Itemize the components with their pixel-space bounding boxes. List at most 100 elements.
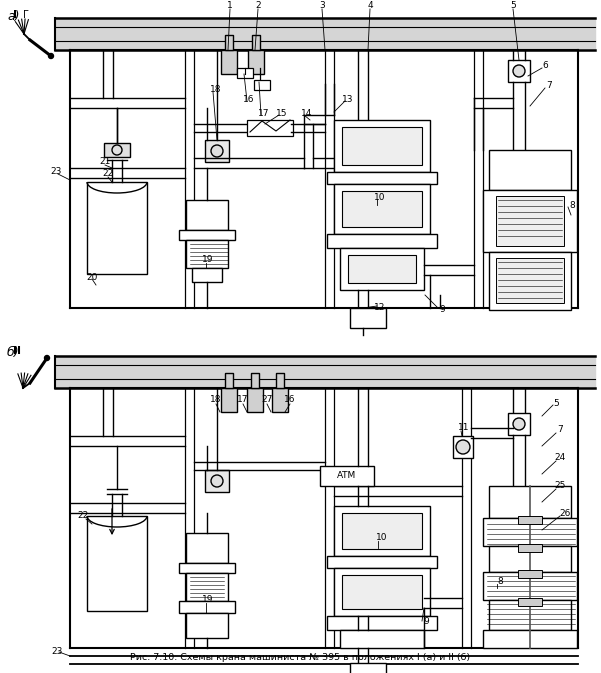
Text: 5: 5 [553,398,559,407]
Bar [489,600,571,630]
Text: 6: 6 [542,61,548,71]
Bar [247,388,263,412]
Text: 2: 2 [255,1,261,11]
Bar [350,663,386,673]
Bar [489,546,571,572]
Text: Г: Г [23,10,29,20]
Text: а): а) [7,10,19,23]
Bar [186,240,228,268]
Text: 20: 20 [87,273,98,281]
Bar [276,373,284,388]
Bar [320,466,374,486]
Bar [496,258,564,303]
Bar [104,143,130,157]
Bar [483,518,577,546]
Circle shape [44,355,49,361]
Text: 8: 8 [497,577,503,586]
Text: 23: 23 [50,168,62,176]
Text: 17: 17 [237,396,249,404]
Bar [334,120,430,172]
Circle shape [513,418,525,430]
Bar [225,373,233,388]
Text: АТМ: АТМ [337,472,356,481]
Text: 10: 10 [376,534,388,542]
Circle shape [112,145,122,155]
Text: 9: 9 [423,616,429,625]
Bar [205,140,229,162]
Text: 19: 19 [203,596,214,604]
Bar [334,184,430,234]
Text: 12: 12 [374,304,386,312]
Bar [489,486,571,518]
Bar [254,80,270,90]
Text: 5: 5 [510,1,516,11]
Text: 22: 22 [78,511,88,520]
Bar [87,516,147,611]
Bar [496,196,564,246]
Bar [483,190,577,252]
Circle shape [211,475,223,487]
Text: 13: 13 [342,94,354,104]
Text: 7: 7 [557,425,563,435]
Text: 26: 26 [560,509,571,518]
Text: 16: 16 [284,396,296,404]
Bar [186,200,228,230]
Bar [340,630,424,648]
Polygon shape [55,356,595,388]
Bar [334,568,430,616]
Bar [251,373,259,388]
Bar [186,533,228,563]
Text: 25: 25 [554,481,566,491]
Text: 27: 27 [261,396,273,404]
Bar [453,436,473,458]
Bar [327,616,437,630]
Text: 7: 7 [546,81,552,90]
Text: 11: 11 [458,423,470,433]
Bar [327,234,437,248]
Bar [186,573,228,601]
Text: 23: 23 [51,647,63,656]
Bar [350,308,386,328]
Bar [518,544,542,552]
Text: 24: 24 [554,454,566,462]
Text: 19: 19 [203,256,214,264]
Bar [518,570,542,578]
Text: 8: 8 [569,201,575,209]
Bar [179,563,235,573]
Bar [225,35,233,50]
Bar [221,388,237,412]
Bar [348,255,416,283]
Text: 4: 4 [367,1,373,11]
Text: 18: 18 [210,85,222,94]
Bar [272,388,288,412]
Text: 9: 9 [439,306,445,314]
Polygon shape [55,18,595,50]
Text: 14: 14 [301,108,313,118]
Bar [483,572,577,600]
Bar [342,127,422,165]
Bar [248,50,264,74]
Bar [327,172,437,184]
Text: 3: 3 [319,1,325,11]
Text: 18: 18 [210,396,222,404]
Bar [508,413,530,435]
Circle shape [211,145,223,157]
Text: 21: 21 [99,157,111,166]
Bar [489,252,571,310]
Text: Рис. 7.10. Схемы крана машиниста № 395 в положениях I (а) и II (б): Рис. 7.10. Схемы крана машиниста № 395 в… [130,653,470,662]
Bar [489,150,571,190]
Bar [221,50,237,74]
Circle shape [49,53,53,59]
Text: I: I [13,10,17,20]
Bar [342,575,422,609]
Bar [179,601,235,613]
Circle shape [513,65,525,77]
Text: 16: 16 [243,94,255,104]
Bar [340,248,424,290]
Text: 22: 22 [102,170,114,178]
Text: 10: 10 [374,192,386,201]
Text: 17: 17 [258,108,270,118]
Bar [518,598,542,606]
Bar [327,556,437,568]
Bar [508,60,530,82]
